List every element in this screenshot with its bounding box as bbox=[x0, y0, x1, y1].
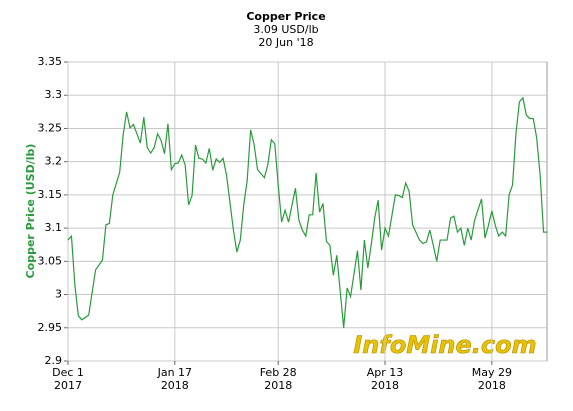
y-axis-label: Copper Price (USD/lb) bbox=[24, 144, 37, 279]
y-tick-label: 3 bbox=[55, 288, 62, 301]
y-tick-label: 3.25 bbox=[38, 121, 63, 134]
y-tick-label: 3.35 bbox=[38, 55, 63, 68]
chart-title: Copper Price bbox=[246, 10, 325, 23]
x-tick-label: 2018 bbox=[371, 379, 399, 392]
x-tick-label: Apr 13 bbox=[367, 366, 404, 379]
y-tick-label: 3.2 bbox=[45, 155, 63, 168]
y-tick-label: 3.3 bbox=[45, 88, 63, 101]
x-tick-label: 2018 bbox=[264, 379, 292, 392]
x-tick-label: Feb 28 bbox=[260, 366, 297, 379]
y-tick-label: 3.05 bbox=[38, 254, 63, 267]
x-tick-label: Jan 17 bbox=[157, 366, 192, 379]
x-tick-label: 2018 bbox=[161, 379, 189, 392]
x-tick-label: May 29 bbox=[472, 366, 512, 379]
watermark: InfoMine.com bbox=[353, 331, 536, 359]
y-tick-label: 2.95 bbox=[38, 321, 63, 334]
x-tick-label: 2017 bbox=[54, 379, 82, 392]
y-tick-label: 3.15 bbox=[38, 188, 63, 201]
price-line bbox=[67, 96, 547, 328]
plot-frame bbox=[67, 61, 548, 362]
x-tick-label: Dec 1 bbox=[52, 366, 84, 379]
y-tick-label: 2.9 bbox=[45, 354, 63, 367]
chart-subtitle: 3.09 USD/lb bbox=[253, 23, 318, 36]
y-tick-label: 3.1 bbox=[45, 221, 63, 234]
x-tick-label: 2018 bbox=[478, 379, 506, 392]
chart-date: 20 Jun '18 bbox=[258, 36, 313, 49]
